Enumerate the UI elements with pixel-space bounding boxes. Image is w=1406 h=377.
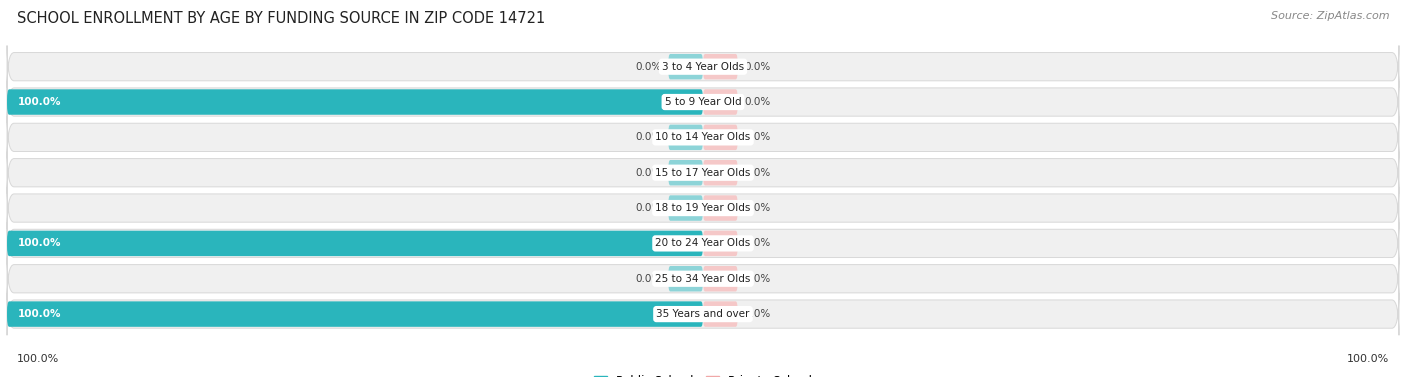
FancyBboxPatch shape (7, 222, 1399, 265)
Text: 35 Years and over: 35 Years and over (657, 309, 749, 319)
Text: 0.0%: 0.0% (745, 62, 770, 72)
Text: 0.0%: 0.0% (745, 97, 770, 107)
FancyBboxPatch shape (668, 54, 703, 80)
Text: 18 to 19 Year Olds: 18 to 19 Year Olds (655, 203, 751, 213)
FancyBboxPatch shape (703, 231, 738, 256)
FancyBboxPatch shape (703, 54, 738, 80)
Text: 10 to 14 Year Olds: 10 to 14 Year Olds (655, 132, 751, 143)
FancyBboxPatch shape (668, 160, 703, 185)
FancyBboxPatch shape (7, 257, 1399, 300)
Text: 0.0%: 0.0% (745, 203, 770, 213)
Text: 20 to 24 Year Olds: 20 to 24 Year Olds (655, 238, 751, 248)
Text: 100.0%: 100.0% (1347, 354, 1389, 364)
Text: 3 to 4 Year Olds: 3 to 4 Year Olds (662, 62, 744, 72)
Text: 0.0%: 0.0% (745, 168, 770, 178)
FancyBboxPatch shape (7, 89, 703, 115)
FancyBboxPatch shape (703, 195, 738, 221)
Text: 100.0%: 100.0% (17, 354, 59, 364)
FancyBboxPatch shape (668, 195, 703, 221)
Text: 100.0%: 100.0% (17, 97, 60, 107)
FancyBboxPatch shape (7, 301, 703, 327)
FancyBboxPatch shape (7, 231, 703, 256)
FancyBboxPatch shape (7, 152, 1399, 194)
Text: 0.0%: 0.0% (636, 274, 661, 284)
Text: SCHOOL ENROLLMENT BY AGE BY FUNDING SOURCE IN ZIP CODE 14721: SCHOOL ENROLLMENT BY AGE BY FUNDING SOUR… (17, 11, 546, 26)
Text: 0.0%: 0.0% (745, 309, 770, 319)
Text: Source: ZipAtlas.com: Source: ZipAtlas.com (1271, 11, 1389, 21)
Text: 15 to 17 Year Olds: 15 to 17 Year Olds (655, 168, 751, 178)
FancyBboxPatch shape (703, 266, 738, 291)
Text: 0.0%: 0.0% (636, 168, 661, 178)
Text: 100.0%: 100.0% (17, 309, 60, 319)
Text: 5 to 9 Year Old: 5 to 9 Year Old (665, 97, 741, 107)
FancyBboxPatch shape (703, 301, 738, 327)
Text: 100.0%: 100.0% (17, 238, 60, 248)
Text: 0.0%: 0.0% (745, 132, 770, 143)
Text: 0.0%: 0.0% (745, 238, 770, 248)
Text: 0.0%: 0.0% (636, 132, 661, 143)
FancyBboxPatch shape (668, 266, 703, 291)
FancyBboxPatch shape (7, 46, 1399, 88)
Text: 0.0%: 0.0% (745, 274, 770, 284)
FancyBboxPatch shape (7, 293, 1399, 335)
Text: 0.0%: 0.0% (636, 62, 661, 72)
FancyBboxPatch shape (703, 125, 738, 150)
Text: 25 to 34 Year Olds: 25 to 34 Year Olds (655, 274, 751, 284)
Text: 0.0%: 0.0% (636, 203, 661, 213)
FancyBboxPatch shape (7, 187, 1399, 229)
FancyBboxPatch shape (668, 125, 703, 150)
Legend: Public School, Private School: Public School, Private School (593, 375, 813, 377)
FancyBboxPatch shape (7, 116, 1399, 159)
FancyBboxPatch shape (703, 160, 738, 185)
FancyBboxPatch shape (7, 81, 1399, 123)
FancyBboxPatch shape (703, 89, 738, 115)
